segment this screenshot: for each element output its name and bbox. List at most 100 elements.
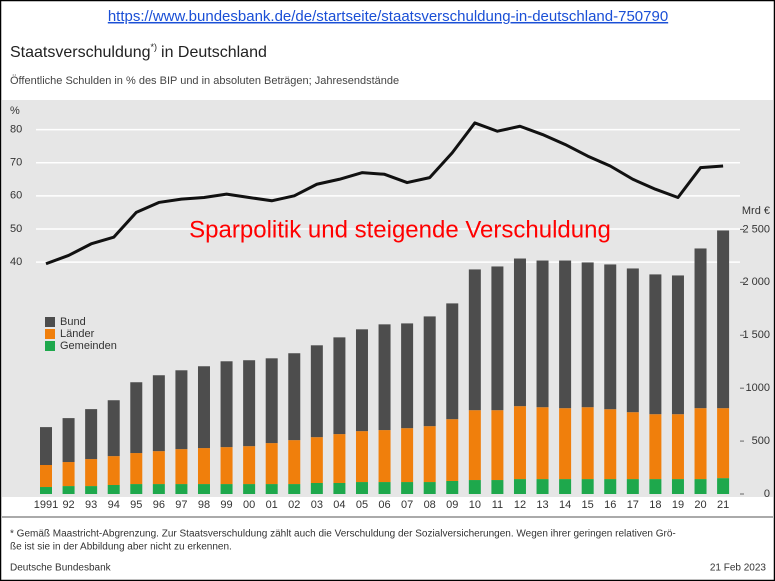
bar-segment	[446, 303, 459, 420]
bar-segment	[626, 479, 639, 494]
bar-segment	[243, 484, 256, 494]
bar-segment	[536, 479, 549, 494]
legend-swatch	[45, 317, 55, 327]
bar-segment	[243, 360, 256, 447]
x-tick-label: 08	[424, 499, 436, 511]
bar-segment	[717, 478, 730, 494]
bar-segment	[536, 260, 549, 408]
y2-tick-label: 1000	[746, 382, 770, 394]
bar-segment	[85, 409, 98, 460]
url[interactable]: https://www.bundesbank.de/de/startseite/…	[108, 8, 668, 25]
bar-segment	[355, 329, 368, 432]
bar-segment	[62, 418, 75, 463]
bar-segment	[265, 358, 278, 444]
bar-segment	[694, 408, 707, 480]
bar-segment	[152, 451, 165, 485]
bar-segment	[423, 482, 436, 494]
bar-segment	[626, 268, 639, 413]
y2-tick-label: 2 000	[742, 276, 770, 288]
bar-segment	[333, 337, 346, 435]
x-tick-label: 20	[694, 499, 706, 511]
legend-label: Gemeinden	[60, 340, 117, 352]
bar-segment	[62, 486, 75, 494]
bar-segment	[604, 264, 617, 410]
x-tick-label: 14	[559, 499, 571, 511]
x-tick-label: 98	[198, 499, 210, 511]
bar-segment	[468, 480, 481, 494]
bar-segment	[310, 482, 323, 494]
x-tick-label: 07	[401, 499, 413, 511]
title-suffix: in Deutschland	[161, 44, 267, 61]
bar-segment	[401, 482, 414, 494]
bar-segment	[130, 484, 143, 494]
bar-segment	[107, 456, 120, 486]
bar-segment	[288, 353, 301, 441]
bar-segment	[581, 262, 594, 408]
bar-segment	[378, 482, 391, 494]
x-tick-label: 11	[492, 499, 503, 511]
bar-segment	[468, 269, 481, 411]
footnote: * Gemäß Maastricht-Abgrenzung. Zur Staat…	[10, 529, 676, 540]
bar-segment	[378, 324, 391, 431]
bar-segment	[175, 484, 188, 494]
bar-segment	[130, 453, 143, 485]
y-tick-label: 60	[10, 190, 22, 202]
bar-segment	[604, 409, 617, 480]
title: Staatsverschuldung	[10, 44, 151, 61]
x-tick-label: 17	[627, 499, 639, 511]
bar-segment	[401, 323, 414, 429]
x-tick-label: 01	[266, 499, 278, 511]
title-note: *)	[151, 42, 158, 52]
x-tick-label: 05	[356, 499, 368, 511]
y-tick-label: 80	[10, 123, 22, 135]
bar-segment	[40, 465, 52, 488]
bar-segment	[107, 400, 120, 457]
bar-segment	[333, 482, 346, 494]
x-tick-label: 21	[717, 499, 729, 511]
bar-segment	[288, 484, 301, 494]
bar-segment	[197, 448, 210, 485]
x-tick-label: 03	[311, 499, 323, 511]
subtitle: Öffentliche Schulden in % des BIP und in…	[10, 75, 399, 87]
bar-segment	[220, 484, 233, 494]
bar-segment	[491, 480, 504, 494]
bar-segment	[40, 487, 52, 494]
bar-segment	[197, 366, 210, 449]
x-tick-label: 10	[469, 499, 481, 511]
bar-segment	[491, 410, 504, 481]
bar-segment	[717, 408, 730, 479]
footnote: ße ist sie in der Abbildung aber nicht z…	[10, 542, 232, 553]
bar-segment	[649, 479, 662, 494]
bar-segment	[694, 479, 707, 494]
line	[45, 121, 724, 266]
bar-segment	[717, 230, 730, 409]
bar-segment	[423, 316, 436, 427]
bar-segment	[265, 484, 278, 494]
y-tick-label: 50	[10, 223, 22, 235]
x-tick-label: 13	[536, 499, 548, 511]
bar-segment	[152, 375, 165, 452]
y2-tick-label: 500	[752, 435, 770, 447]
bar-segment	[85, 459, 98, 487]
y-tick-label: 70	[10, 157, 22, 169]
bar-segment	[604, 479, 617, 494]
bar-segment	[513, 479, 526, 494]
x-tick-label: 04	[333, 499, 345, 511]
x-tick-label: 95	[130, 499, 142, 511]
legend-swatch	[45, 329, 55, 339]
x-tick-label: 99	[220, 499, 232, 511]
bar-segment	[491, 266, 504, 411]
bar-segment	[220, 361, 233, 448]
bar-segment	[671, 414, 684, 480]
annotation: Sparpolitik und steigende Verschuldung	[189, 216, 611, 243]
x-tick-label: 1991	[34, 499, 58, 511]
x-tick-label: 19	[672, 499, 684, 511]
bar-segment	[423, 426, 436, 483]
bar-segment	[559, 408, 572, 480]
bar-segment	[175, 449, 188, 485]
bar-segment	[107, 485, 120, 494]
bar-segment	[40, 427, 52, 466]
bar-segment	[333, 434, 346, 483]
bar-segment	[152, 484, 165, 494]
bar-segment	[220, 447, 233, 485]
